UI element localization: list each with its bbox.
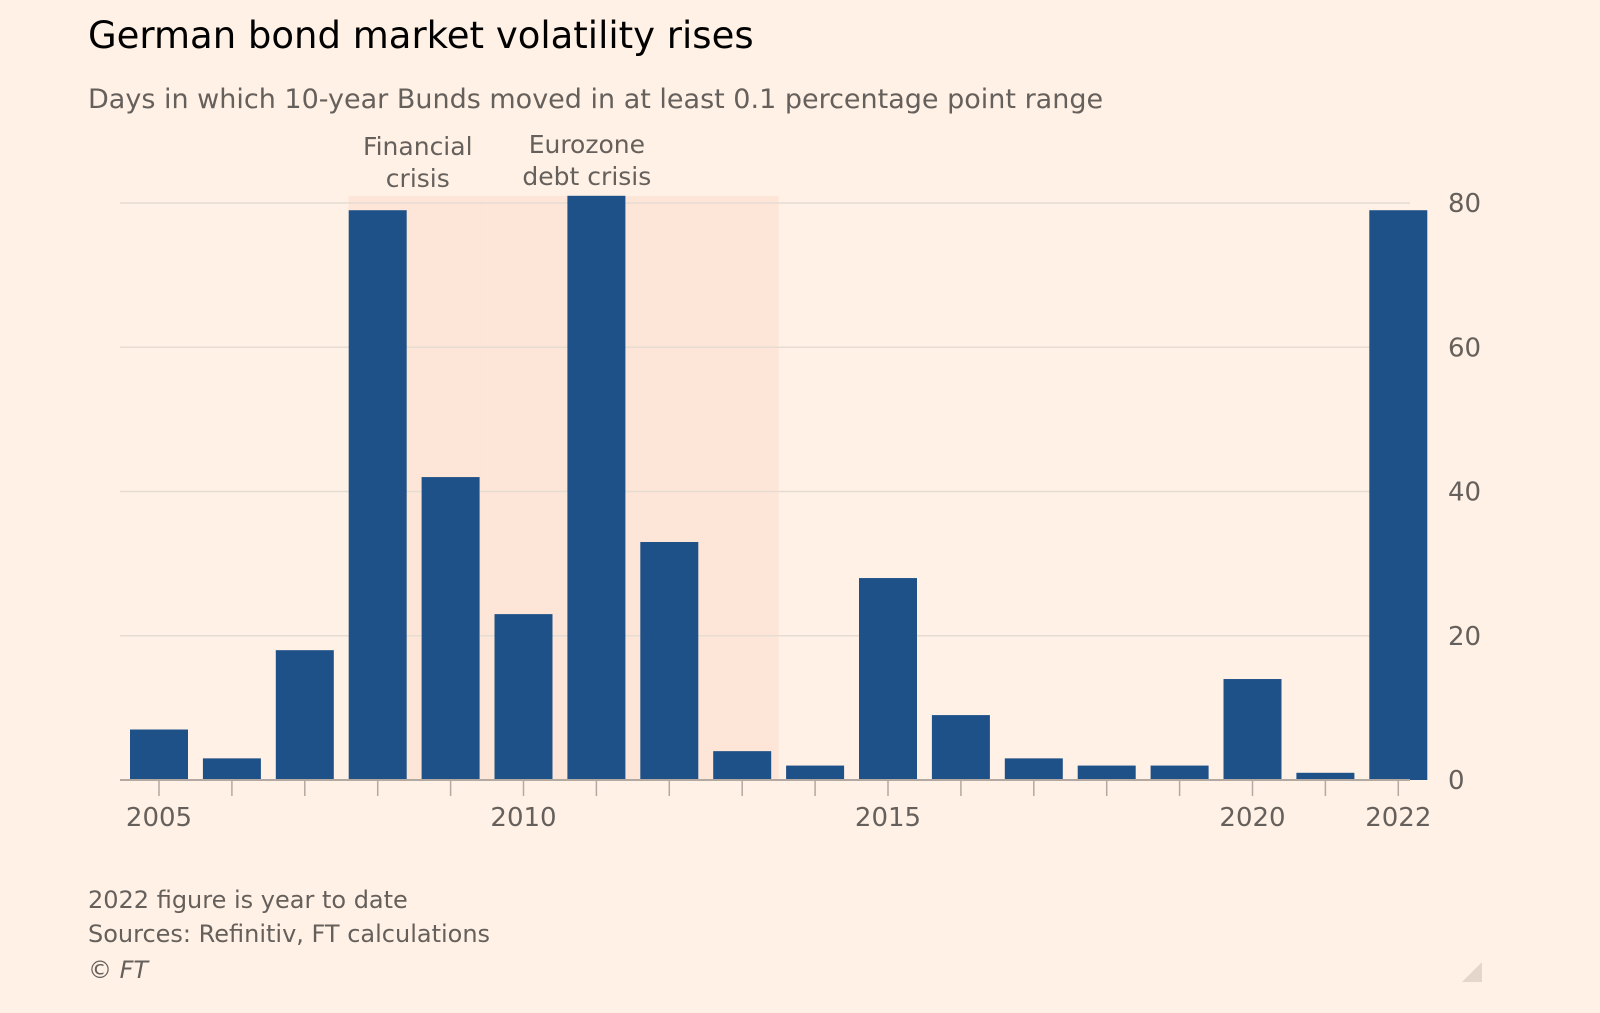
y-tick-label: 0 <box>1448 766 1465 796</box>
x-tick-label: 2010 <box>490 803 556 833</box>
bar <box>421 477 480 780</box>
period-label: Eurozone <box>529 130 645 159</box>
resize-handle-icon[interactable] <box>1460 960 1482 982</box>
period-label: crisis <box>386 164 450 193</box>
bar <box>1004 758 1063 780</box>
x-tick-label: 2022 <box>1365 803 1431 833</box>
period-label: Financial <box>363 132 472 161</box>
bar <box>713 751 772 780</box>
bar <box>275 650 334 780</box>
bar <box>786 765 845 780</box>
bar-chart: Financial crisis Eurozone debt crisis 0 20 40 6… <box>120 130 1481 833</box>
x-tick-label: 2005 <box>126 803 192 833</box>
y-tick-label: 80 <box>1448 189 1481 219</box>
bar <box>1296 772 1355 780</box>
y-tick-label: 40 <box>1448 478 1481 508</box>
chart-title: German bond market volatility rises <box>88 14 754 57</box>
copyright: © FT <box>88 956 149 984</box>
bar <box>1077 765 1136 780</box>
source-note: Sources: Refinitiv, FT calculations <box>88 920 491 948</box>
chart-subtitle: Days in which 10-year Bunds moved in at … <box>88 84 1104 115</box>
bar <box>567 195 626 781</box>
bar <box>202 758 261 780</box>
x-tick-label: 2015 <box>855 803 921 833</box>
bar <box>1150 765 1209 780</box>
bar <box>1223 679 1282 780</box>
y-tick-label: 60 <box>1448 333 1481 363</box>
footnote: 2022 figure is year to date <box>88 886 408 914</box>
bar <box>348 210 407 780</box>
period-label: debt crisis <box>522 162 651 191</box>
x-tick-label: 2020 <box>1219 803 1285 833</box>
y-tick-label: 20 <box>1448 622 1481 652</box>
bar <box>1369 210 1428 780</box>
bar <box>130 729 188 780</box>
bar <box>640 541 699 780</box>
bar <box>859 578 917 780</box>
bar <box>931 715 990 780</box>
bar <box>494 614 553 780</box>
